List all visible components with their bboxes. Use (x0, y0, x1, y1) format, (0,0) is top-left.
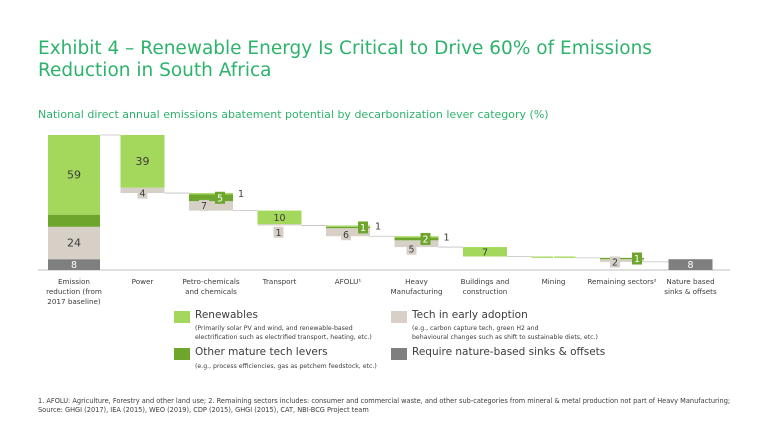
footnote: 1. AFOLU: Agriculture, Forestry and othe… (38, 397, 731, 414)
x-tick-label-7-0: Mining (542, 277, 566, 286)
bar-renewables-4 (326, 225, 370, 227)
x-tick-label-6-1: construction (463, 287, 508, 296)
x-tick-label-2-1: and chemicals (185, 287, 237, 296)
bar-other-mature-8 (600, 257, 644, 260)
bar-renewables-3 (257, 210, 302, 225)
label-bg-tech-early-1 (137, 187, 148, 199)
x-tick-label-9-1: sinks & offsets (664, 287, 717, 296)
x-tick-label-5-0: Heavy (405, 277, 428, 286)
legend-desc-other-mature-1: (e.g., process efficiencies, gas as petc… (195, 363, 377, 370)
x-tick-label-0-2: 2017 baseline) (47, 297, 101, 306)
data-label-tech-early-5: 5 (408, 245, 414, 256)
x-tick-label-2-0: Petro-chemicals (182, 277, 240, 286)
data-label-renewables-4: 1 (375, 221, 381, 232)
bar-renewables-2 (189, 193, 233, 195)
data-label-nature-9: 8 (687, 260, 693, 271)
x-tick-label-0-0: Emission (58, 277, 90, 286)
data-label-other-mature-8: 1 (634, 254, 640, 265)
data-label-tech-early-4: 6 (343, 230, 349, 241)
legend-desc-tech-early-1: (e.g., carbon capture tech, green H2 and (412, 325, 539, 332)
label-bg-tech-early-4 (341, 229, 351, 241)
bar-renewables-6 (463, 247, 507, 257)
legend-swatch-other-mature (174, 348, 190, 360)
chart-subtitle: National direct annual emissions abateme… (38, 108, 549, 121)
data-label-other-mature-4: 1 (360, 223, 366, 234)
data-label-other-mature-5: 2 (422, 234, 428, 245)
data-label-tech-early-0: 24 (67, 237, 81, 250)
label-bg-tech-early-5 (406, 243, 417, 255)
bar-tech-early-2 (189, 201, 233, 211)
bar-nature-0 (48, 259, 100, 270)
legend-swatch-nature (391, 348, 407, 360)
x-tick-label-4-0: AFOLU¹ (335, 277, 362, 286)
bar-renewables-0 (48, 135, 100, 215)
data-label-renewables-5: 1 (443, 232, 449, 243)
label-bg-tech-early-3 (273, 226, 284, 238)
data-label-tech-early-3: 1 (275, 228, 281, 239)
legend-label-other-mature: Other mature tech levers (195, 346, 328, 358)
bar-tech-early-3 (257, 224, 302, 226)
bar-other-mature-0 (48, 214, 100, 227)
data-label-renewables-3: 10 (273, 213, 285, 224)
data-label-tech-early-2: 7 (201, 201, 207, 212)
x-tick-label-9-0: Nature based (666, 277, 714, 286)
data-label-nature-0: 8 (71, 260, 77, 271)
legend-label-nature: Require nature-based sinks & offsets (412, 346, 606, 358)
bar-renewables-7 (531, 256, 576, 258)
label-bg-other-mature-4 (358, 221, 368, 234)
legend-swatch-renewables (174, 311, 190, 323)
legend-desc-renewables-1: (Primarily solar PV and wind, and renewa… (195, 325, 353, 332)
label-bg-other-mature-2 (215, 191, 225, 204)
bar-tech-early-8 (600, 259, 644, 262)
x-tick-label-5-1: Manufacturing (390, 287, 442, 296)
bar-renewables-5 (394, 236, 439, 238)
page-title: Exhibit 4 – Renewable Energy Is Critical… (38, 38, 652, 81)
data-label-renewables-2: 1 (238, 189, 244, 200)
data-label-renewables-6: 7 (482, 247, 488, 258)
legend-swatch-tech-early (391, 311, 407, 323)
bar-other-mature-5 (394, 237, 439, 241)
data-label-tech-early-8: 2 (612, 258, 618, 269)
legend-label-tech-early: Tech in early adoption (412, 309, 528, 321)
data-label-renewables-7: 1 (550, 253, 556, 264)
data-label-tech-early-1: 4 (139, 189, 145, 200)
data-label-other-mature-2: 5 (217, 193, 223, 204)
label-bg-tech-early-2 (199, 199, 209, 211)
bar-renewables-1 (120, 135, 165, 188)
label-bg-tech-early-8 (610, 256, 620, 268)
data-label-renewables-1: 39 (136, 155, 150, 168)
x-tick-label-6-0: Buildings and (461, 277, 510, 286)
label-bg-other-mature-5 (420, 232, 431, 245)
label-bg-other-mature-8 (632, 252, 642, 265)
legend-desc-tech-early-2: behavioural changes such as shift to sus… (412, 334, 598, 341)
bar-tech-early-0 (48, 226, 100, 260)
bar-nature-9 (668, 259, 713, 270)
x-tick-label-1-0: Power (132, 277, 154, 286)
legend-desc-renewables-2: electrification such as electrified tran… (195, 334, 372, 341)
legend-label-renewables: Renewables (195, 309, 258, 321)
x-tick-label-0-1: reduction (from (46, 287, 102, 296)
bar-other-mature-4 (326, 226, 370, 229)
bar-other-mature-2 (189, 194, 233, 202)
data-label-renewables-0: 59 (67, 168, 81, 181)
x-tick-label-3-0: Transport (262, 277, 297, 286)
x-tick-label-8-0: Remaining sectors² (587, 277, 656, 286)
